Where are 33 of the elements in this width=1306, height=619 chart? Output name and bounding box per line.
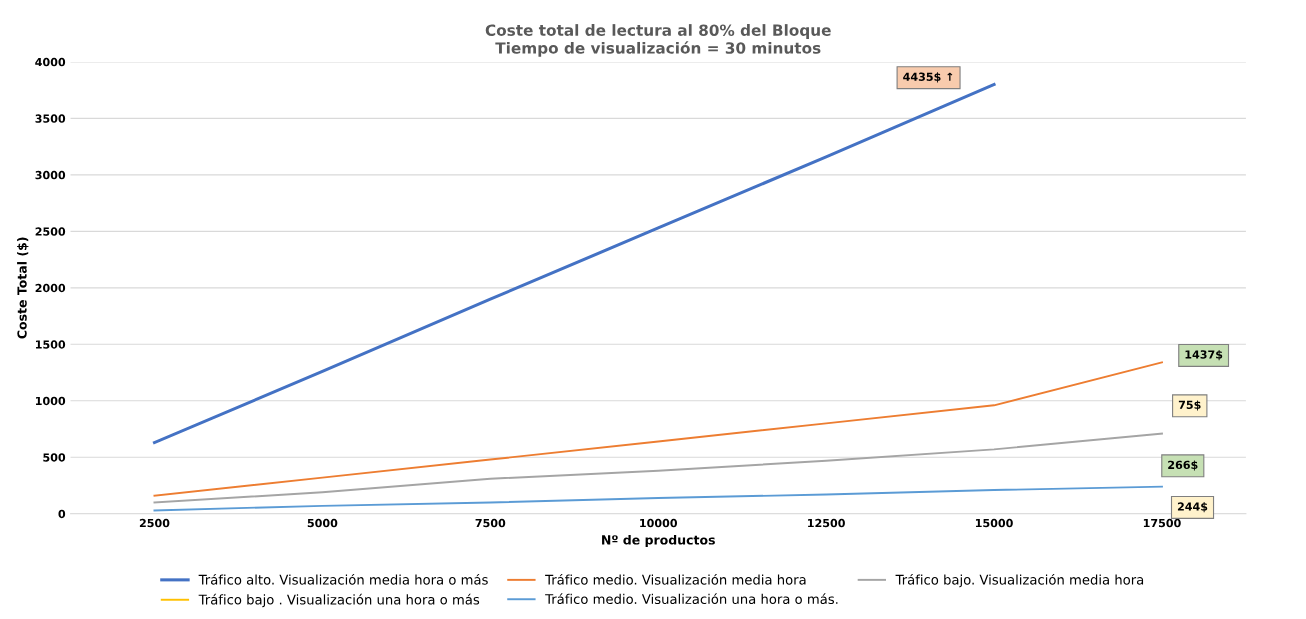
- line-series: [153, 361, 1163, 497]
- y-tick-label: 3500: [35, 114, 66, 123]
- x-tick-label: 10000: [640, 518, 678, 528]
- legend-label: Tráfico bajo. Visualización media hora: [895, 573, 1144, 588]
- y-tick-label: 4000: [35, 57, 66, 67]
- line-series: [153, 432, 1163, 504]
- y-tick-label: 1500: [35, 340, 66, 349]
- x-tick-label: 15000: [975, 518, 1013, 528]
- annotation: 1437$: [1185, 350, 1223, 361]
- legend-label: Tráfico medio. Visualización una hora o más.: [545, 593, 838, 605]
- y-tick-label: 500: [43, 453, 66, 462]
- annotation: 4435$ ↑: [903, 72, 953, 83]
- annotation: 75$: [1178, 400, 1201, 411]
- y-tick-label: 2000: [35, 283, 66, 293]
- x-tick-label: 17500: [1143, 518, 1181, 528]
- x-axis-title: Nº de productos: [602, 534, 715, 548]
- x-tick-label: 2500: [139, 518, 170, 528]
- chart-title: Coste total de lectura al 80% del Bloque Tiempo de visualización = 30 minutos: [485, 24, 831, 57]
- y-axis-title: Coste Total ($): [17, 237, 29, 339]
- y-tick-label: 2500: [35, 227, 66, 236]
- legend-label: Tráfico bajo . Visualización una hora o más: [198, 593, 480, 608]
- y-tick-label: 0: [58, 509, 66, 519]
- annotation: 244$: [1177, 502, 1208, 513]
- x-tick-label: 7500: [475, 518, 506, 528]
- y-tick-label: 3000: [35, 170, 66, 180]
- legend-label: Tráfico alto. Visualización media hora o más: [198, 573, 488, 585]
- x-tick-label: 12500: [808, 518, 845, 528]
- x-tick-label: 5000: [307, 518, 338, 528]
- line-series: [152, 82, 996, 445]
- legend-label: Tráfico medio. Visualización media hora: [545, 573, 806, 585]
- annotation: 266$: [1168, 460, 1198, 471]
- y-tick-label: 1000: [35, 396, 66, 406]
- line-series: [153, 485, 1163, 512]
